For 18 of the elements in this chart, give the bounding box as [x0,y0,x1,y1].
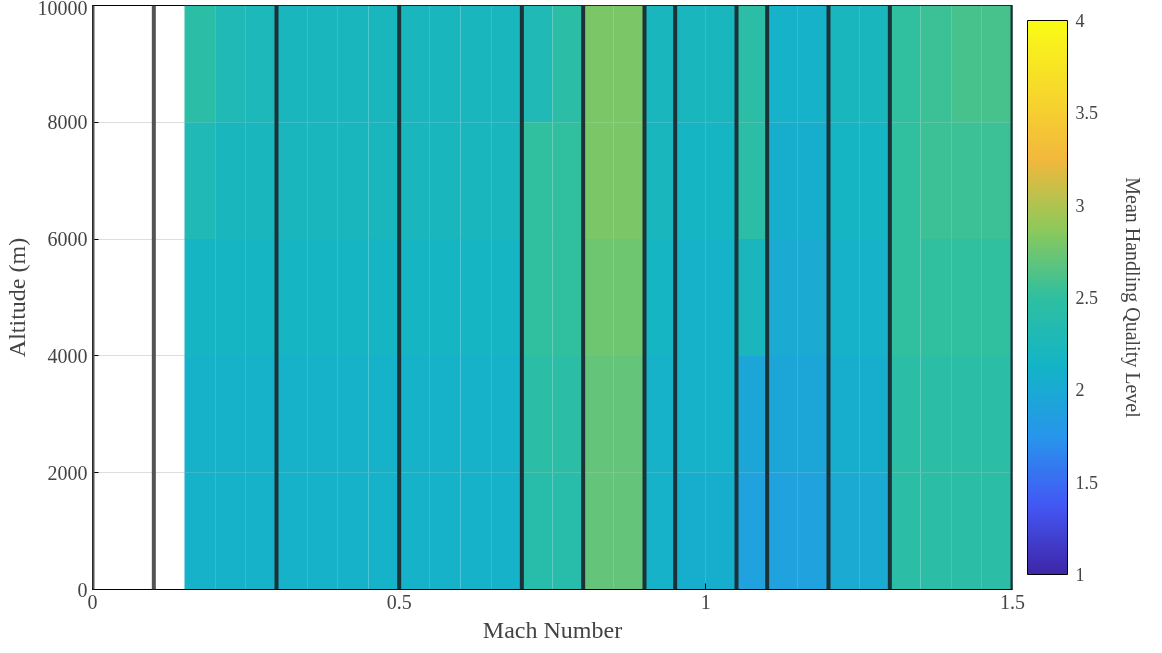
x-axis-title: Mach Number [482,616,623,643]
x-tick-label: 0.5 [386,590,412,613]
color-bar-label: 4 [1075,11,1085,31]
color-bar-label: 3 [1075,195,1085,216]
color-bar-label: 2 [1075,380,1085,401]
y-tick-label: 8000 [47,111,88,134]
y-axis-title: Altitude (m) [3,237,30,358]
color-bar-label: 1 [1075,565,1085,585]
color-bar-title: Mean Handling Quality Level [1120,177,1144,419]
y-tick-label: 6000 [47,228,88,251]
x-tick-label: 1.5 [1000,590,1025,613]
color-bar-label: 1.5 [1075,472,1098,493]
y-tick-label: 2000 [47,461,88,484]
color-bar-label: 2.5 [1075,288,1098,308]
y-tick-label: 10000 [37,0,88,19]
y-tick-label: 4000 [47,344,88,367]
color-bar-label: 3.5 [1075,103,1098,124]
x-tick-label: 1 [700,590,711,613]
